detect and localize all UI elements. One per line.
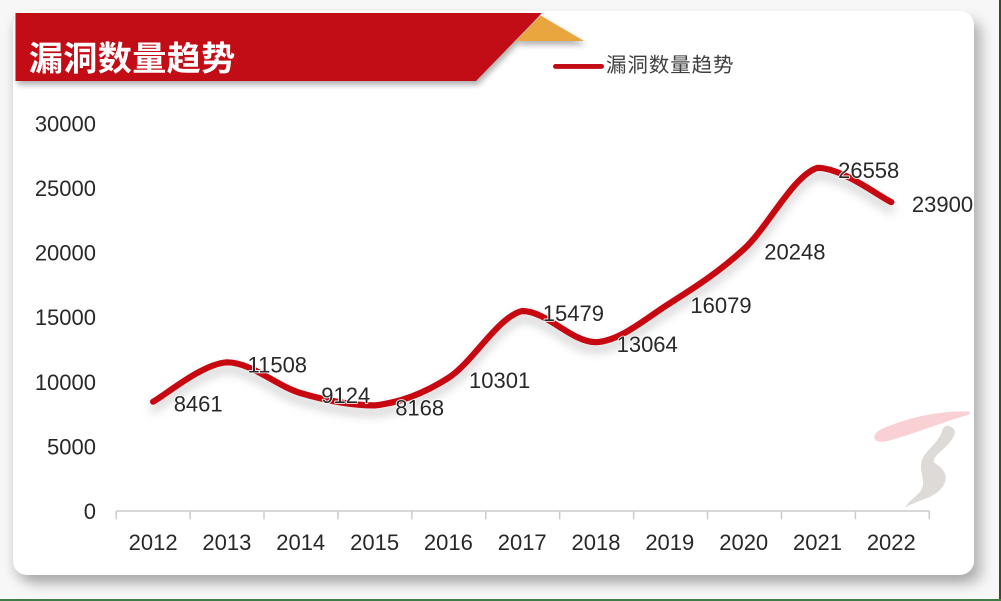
svg-text:2019: 2019 xyxy=(645,530,694,555)
svg-text:2013: 2013 xyxy=(202,530,251,555)
svg-text:9124: 9124 xyxy=(321,383,370,408)
svg-text:23900: 23900 xyxy=(912,192,973,217)
svg-text:20000: 20000 xyxy=(35,241,96,266)
svg-text:2016: 2016 xyxy=(424,530,473,555)
svg-text:2020: 2020 xyxy=(719,530,768,555)
svg-text:2015: 2015 xyxy=(350,530,399,555)
svg-text:2018: 2018 xyxy=(572,530,621,555)
svg-text:15000: 15000 xyxy=(35,305,96,330)
svg-text:0: 0 xyxy=(84,499,96,524)
svg-text:11508: 11508 xyxy=(248,352,308,377)
svg-text:10000: 10000 xyxy=(35,370,96,395)
svg-text:5000: 5000 xyxy=(47,434,96,459)
svg-text:13064: 13064 xyxy=(617,332,678,357)
svg-text:30000: 30000 xyxy=(35,111,96,136)
svg-text:10301: 10301 xyxy=(469,368,530,393)
svg-text:2021: 2021 xyxy=(793,530,842,555)
svg-text:2022: 2022 xyxy=(867,530,916,555)
svg-text:15479: 15479 xyxy=(543,301,604,326)
svg-text:25000: 25000 xyxy=(35,176,96,201)
svg-text:2017: 2017 xyxy=(498,530,547,555)
svg-text:2014: 2014 xyxy=(276,530,325,555)
svg-text:2012: 2012 xyxy=(129,530,178,555)
svg-text:26558: 26558 xyxy=(838,158,899,183)
svg-text:8168: 8168 xyxy=(395,395,444,420)
svg-text:8461: 8461 xyxy=(174,392,223,417)
svg-text:20248: 20248 xyxy=(764,239,825,264)
svg-text:16079: 16079 xyxy=(690,293,751,318)
